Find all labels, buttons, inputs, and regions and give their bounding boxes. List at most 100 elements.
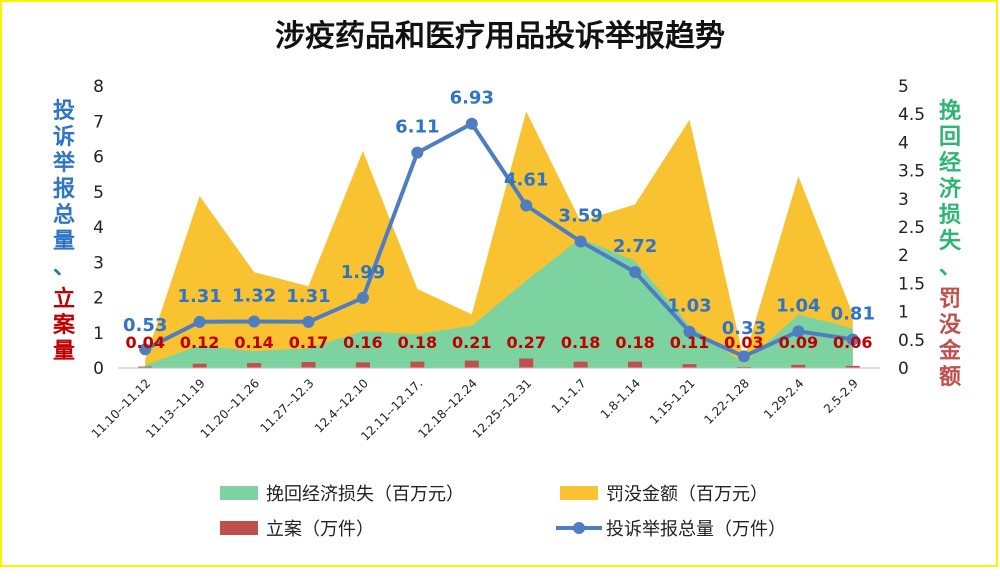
- bar-case-11: [736, 366, 751, 368]
- area-series-1: [145, 238, 853, 368]
- x-tick-label: 1.29-2.4: [761, 376, 806, 421]
- line-data-label: 0.33: [722, 318, 766, 339]
- bar-data-label: 0.11: [670, 333, 709, 352]
- y-left-title-char: 投: [53, 99, 75, 124]
- bar-case-1: [192, 363, 207, 368]
- line-data-label: 3.59: [558, 205, 602, 226]
- bar-case-12: [791, 364, 806, 368]
- line-complaints: [144, 121, 854, 359]
- line-point-8: [574, 235, 587, 248]
- y-right-title-char: 损: [939, 203, 961, 228]
- x-tick-label: 12.4--12.10: [312, 376, 371, 435]
- y-right-tick: 5: [898, 77, 909, 97]
- y-left-tick: 2: [93, 289, 104, 309]
- y-right-title-char: 罚: [939, 287, 961, 312]
- line-data-label: 1.04: [776, 295, 820, 316]
- bar-data-label: 0.27: [506, 333, 545, 352]
- line-data-label: 1.31: [177, 286, 221, 307]
- legend-swatch-1: [560, 486, 598, 500]
- y-left-tick: 6: [93, 148, 104, 168]
- bar-case-10: [682, 364, 697, 368]
- y-right-tick: 0.5: [898, 331, 925, 351]
- line-point-6: [465, 117, 478, 130]
- bar-data-label: 0.04: [125, 333, 164, 352]
- y-right-tick: 2.5: [898, 218, 925, 238]
- y-left-title-char: 案: [52, 312, 76, 338]
- bar-data-label: 0.18: [561, 333, 600, 352]
- line-data-label: 1.31: [286, 286, 330, 307]
- bar-case-4: [355, 362, 370, 368]
- y-left-tick: 5: [93, 183, 104, 203]
- y-right-title-char: 、: [939, 255, 961, 280]
- y-right-title-char: 没: [939, 313, 962, 338]
- bar-data-label: 0.09: [779, 333, 818, 352]
- bar-data-label: 0.12: [180, 333, 219, 352]
- y-left-title-char: 总: [53, 202, 75, 228]
- legend-label-0: 挽回经济损失（百万元）: [266, 484, 464, 505]
- line-data-label: 1.99: [341, 262, 385, 283]
- x-tick-label: 1.22-1.28: [701, 376, 752, 427]
- line-point-12: [792, 325, 805, 338]
- line-data-label: 6.93: [450, 88, 494, 109]
- frame-border: [0, 0, 998, 567]
- bar-case-13: [845, 365, 860, 368]
- y-right-tick: 0: [898, 359, 909, 379]
- x-tick-label: 11.27--12.3: [257, 376, 316, 435]
- bar-data-label: 0.21: [452, 333, 491, 352]
- y-left-tick: 0: [93, 359, 104, 379]
- y-left-tick: 1: [93, 324, 104, 344]
- y-right-title-char: 失: [939, 229, 962, 254]
- x-tick-label: 1.8-1.14: [598, 376, 643, 421]
- bar-data-label: 0.18: [398, 333, 437, 352]
- y-right-tick: 4: [898, 133, 909, 153]
- legend-swatch-2: [220, 521, 258, 535]
- legend-marker-3: [573, 522, 585, 534]
- line-point-11: [737, 350, 750, 363]
- y-left-title-char: 、: [53, 255, 75, 280]
- legend-label-3: 投诉举报总量（万件）: [606, 519, 786, 540]
- line-point-1: [193, 315, 206, 328]
- legend-label-1: 罚没金额（百万元）: [606, 484, 768, 505]
- y-left-title-char: 报: [53, 177, 75, 202]
- y-right-tick: 4.5: [898, 105, 925, 125]
- line-point-9: [629, 266, 642, 279]
- y-right-title-char: 回: [939, 125, 961, 150]
- y-right-tick: 3: [898, 190, 909, 210]
- line-data-label: 2.72: [613, 236, 657, 257]
- line-point-7: [520, 199, 533, 212]
- y-right-title-char: 金: [938, 338, 962, 364]
- line-point-10: [683, 325, 696, 338]
- bar-case-2: [247, 363, 262, 368]
- line-point-4: [356, 291, 369, 304]
- x-tick-label: 1.1-1.7: [549, 376, 589, 416]
- bar-case-6: [464, 360, 479, 368]
- y-left-tick: 7: [93, 112, 104, 132]
- y-right-title-char: 济: [939, 176, 962, 202]
- area-series-0: [145, 111, 853, 369]
- line-point-2: [248, 315, 261, 328]
- bar-data-label: 0.14: [234, 333, 273, 352]
- legend-label-2: 立案（万件）: [266, 519, 374, 540]
- y-left-title-char: 量: [53, 229, 75, 254]
- y-right-title-char: 经: [939, 150, 961, 176]
- line-data-label: 4.61: [504, 169, 548, 190]
- line-data-label: 0.81: [831, 303, 875, 324]
- bar-case-0: [138, 366, 153, 368]
- y-left-tick: 8: [93, 77, 104, 97]
- bar-case-7: [519, 358, 534, 368]
- y-left-title-char: 诉: [53, 124, 75, 150]
- bar-data-label: 0.16: [343, 333, 382, 352]
- y-left-tick: 4: [93, 218, 104, 238]
- bar-case-5: [410, 361, 425, 368]
- y-right-tick: 1.5: [898, 274, 925, 294]
- y-right-tick: 1: [898, 303, 909, 323]
- bar-case-3: [301, 362, 316, 368]
- line-point-0: [139, 343, 152, 356]
- y-right-tick: 2: [898, 246, 909, 266]
- line-data-label: 6.11: [395, 117, 439, 138]
- legend-swatch-0: [220, 486, 258, 500]
- line-point-3: [302, 315, 315, 328]
- line-data-label: 0.53: [123, 315, 167, 336]
